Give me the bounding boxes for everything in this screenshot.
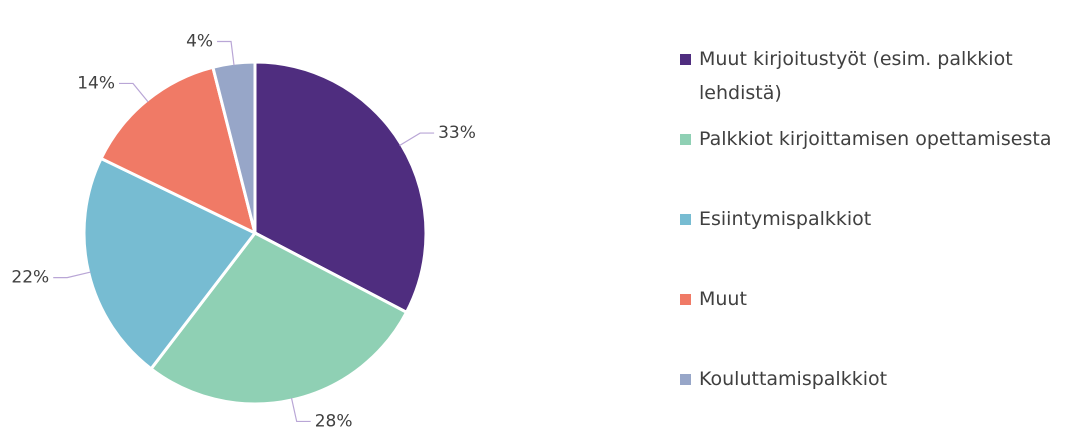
legend-swatch bbox=[680, 294, 691, 305]
legend-label: Esiintymispalkkiot bbox=[699, 208, 872, 230]
data-label: 4% bbox=[186, 31, 213, 51]
legend-swatch bbox=[680, 214, 691, 225]
legend-item: Esiintymispalkkiot bbox=[680, 202, 1060, 236]
legend-label: Kouluttamispalkkiot bbox=[699, 368, 888, 390]
leader-line bbox=[118, 82, 149, 103]
legend-swatch bbox=[680, 374, 691, 385]
leader-line bbox=[217, 40, 235, 66]
leader-line bbox=[399, 132, 435, 146]
legend-item: Muut bbox=[680, 282, 1060, 316]
legend-label: Muut kirjoitustyöt (esim. palkkiot lehdi… bbox=[699, 48, 1013, 104]
legend-label: Palkkiot kirjoittamisen opettamisesta bbox=[699, 128, 1052, 150]
data-label: 28% bbox=[315, 411, 353, 431]
leader-line bbox=[53, 271, 91, 279]
pie-chart: 33% 28% 22% 14% 4% bbox=[11, 31, 476, 431]
leader-line bbox=[290, 397, 311, 423]
data-label: 22% bbox=[11, 268, 49, 288]
legend-swatch bbox=[680, 54, 691, 65]
data-label: 14% bbox=[77, 73, 115, 93]
legend-item: Palkkiot kirjoittamisen opettamisesta bbox=[680, 122, 1060, 156]
legend-item: Muut kirjoitustyöt (esim. palkkiot lehdi… bbox=[680, 42, 1060, 110]
legend-label: Muut bbox=[699, 288, 747, 310]
legend-item: Kouluttamispalkkiot bbox=[680, 362, 1060, 396]
data-label: 33% bbox=[438, 123, 476, 143]
legend-swatch bbox=[680, 134, 691, 145]
